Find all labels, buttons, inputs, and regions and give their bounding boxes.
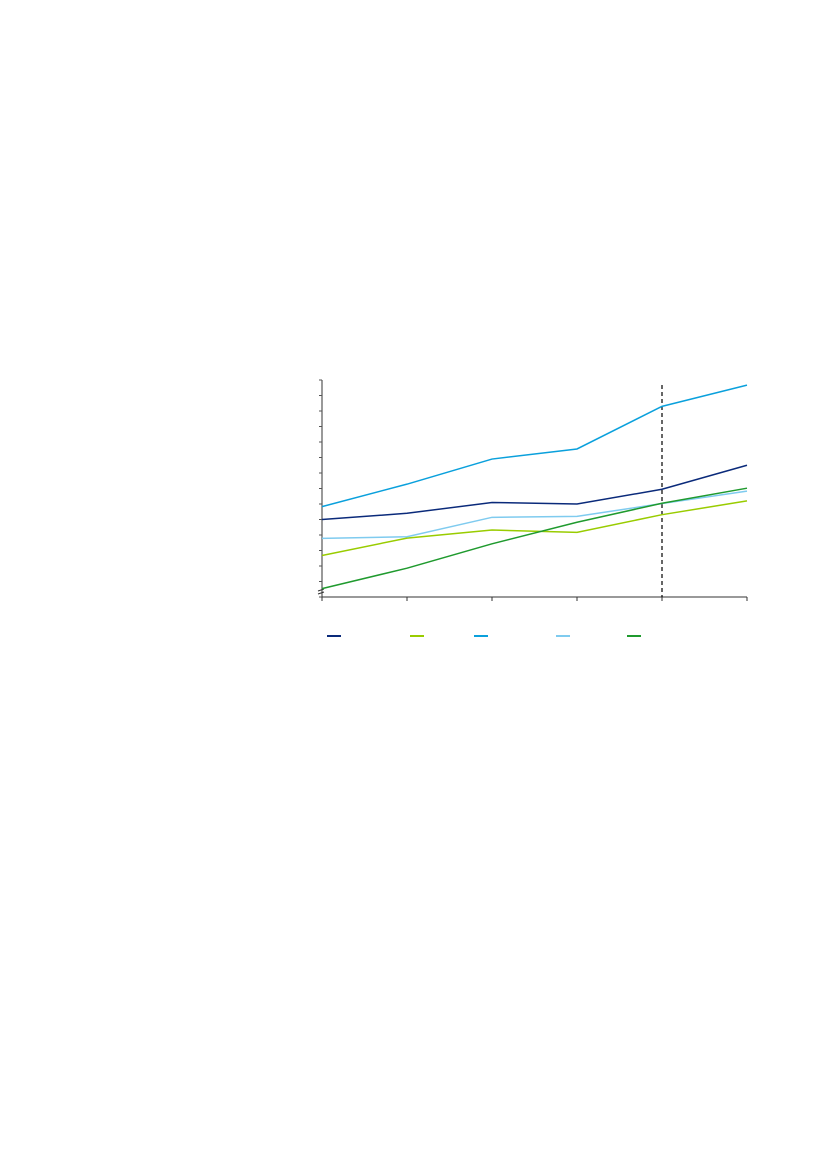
axis-break-mark <box>317 588 325 595</box>
series-line-1 <box>321 464 748 521</box>
series-line-2 <box>321 500 748 557</box>
series-line-3 <box>321 384 748 508</box>
series-line-5 <box>321 487 748 590</box>
